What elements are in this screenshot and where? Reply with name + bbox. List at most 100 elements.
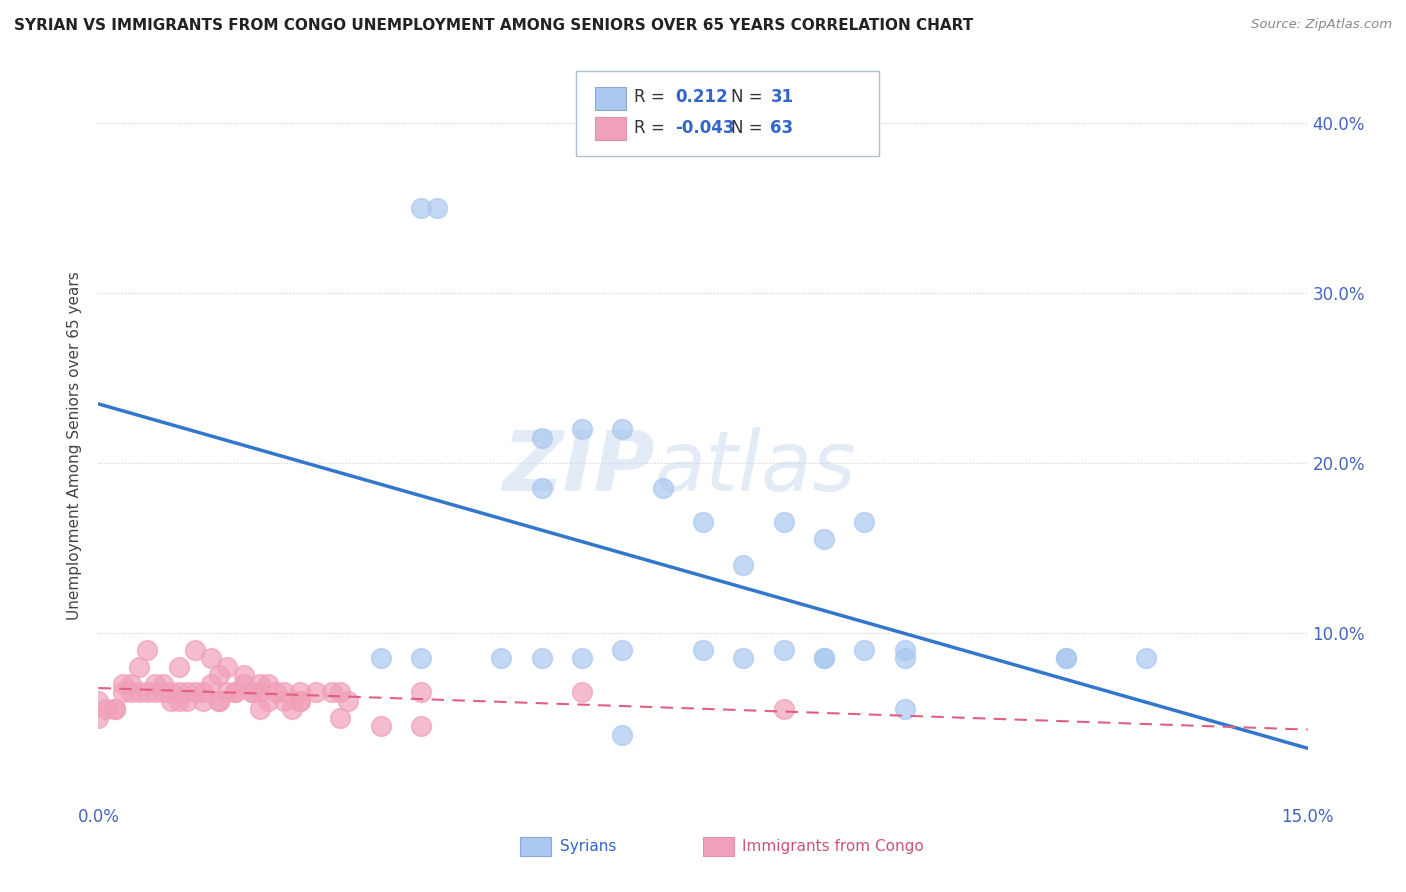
Point — [288, 694, 311, 708]
Point — [176, 685, 198, 699]
Point — [135, 643, 157, 657]
Point — [176, 694, 198, 708]
Point — [103, 702, 125, 716]
Point — [692, 516, 714, 530]
Point — [96, 702, 118, 716]
Point — [184, 685, 207, 699]
Point — [232, 668, 254, 682]
Point — [813, 651, 835, 665]
Point — [217, 660, 239, 674]
Text: atlas: atlas — [655, 427, 856, 508]
Point — [143, 677, 166, 691]
Point — [200, 677, 222, 691]
Point — [193, 694, 215, 708]
Point — [733, 558, 755, 572]
Point — [256, 677, 278, 691]
Text: ZIP: ZIP — [502, 427, 655, 508]
Point — [571, 685, 593, 699]
Text: Source: ZipAtlas.com: Source: ZipAtlas.com — [1251, 18, 1392, 31]
Point — [208, 694, 231, 708]
Point — [240, 685, 263, 699]
Point — [184, 643, 207, 657]
Point — [87, 711, 110, 725]
Point — [152, 677, 174, 691]
Point — [200, 651, 222, 665]
Point — [87, 694, 110, 708]
Point — [120, 677, 142, 691]
Text: 0.212: 0.212 — [675, 88, 727, 106]
Point — [240, 685, 263, 699]
Point — [249, 677, 271, 691]
Point — [224, 685, 246, 699]
Point — [772, 643, 794, 657]
Point — [853, 643, 876, 657]
Point — [1054, 651, 1077, 665]
Point — [128, 660, 150, 674]
Point — [813, 533, 835, 547]
Point — [1054, 651, 1077, 665]
Point — [120, 685, 142, 699]
Point — [273, 694, 295, 708]
Point — [370, 651, 392, 665]
Point — [111, 685, 134, 699]
Point — [491, 651, 513, 665]
Text: SYRIAN VS IMMIGRANTS FROM CONGO UNEMPLOYMENT AMONG SENIORS OVER 65 YEARS CORRELA: SYRIAN VS IMMIGRANTS FROM CONGO UNEMPLOY… — [14, 18, 973, 33]
Point — [409, 719, 432, 733]
Point — [160, 694, 183, 708]
Point — [143, 685, 166, 699]
Point — [329, 685, 352, 699]
Point — [409, 685, 432, 699]
Point — [208, 668, 231, 682]
Text: N =: N = — [731, 119, 768, 136]
Point — [370, 719, 392, 733]
Point — [232, 677, 254, 691]
Text: 31: 31 — [770, 88, 793, 106]
Point — [337, 694, 360, 708]
Point — [135, 685, 157, 699]
Text: R =: R = — [634, 88, 671, 106]
Point — [281, 702, 304, 716]
Point — [612, 643, 634, 657]
Point — [571, 422, 593, 436]
Point — [329, 711, 352, 725]
Point — [772, 702, 794, 716]
Point — [273, 685, 295, 699]
Point — [249, 685, 271, 699]
Point — [103, 702, 125, 716]
Point — [893, 651, 915, 665]
Text: N =: N = — [731, 88, 768, 106]
Point — [530, 482, 553, 496]
Point — [733, 651, 755, 665]
Text: Syrians: Syrians — [560, 839, 616, 854]
Point — [813, 651, 835, 665]
Point — [128, 685, 150, 699]
Point — [217, 685, 239, 699]
Point — [249, 702, 271, 716]
Point — [409, 651, 432, 665]
Point — [256, 694, 278, 708]
Y-axis label: Unemployment Among Seniors over 65 years: Unemployment Among Seniors over 65 years — [67, 272, 83, 620]
Text: R =: R = — [634, 119, 671, 136]
Point — [1135, 651, 1157, 665]
Point — [193, 685, 215, 699]
Point — [893, 643, 915, 657]
Point — [893, 702, 915, 716]
Text: -0.043: -0.043 — [675, 119, 734, 136]
Point — [167, 660, 190, 674]
Text: 63: 63 — [770, 119, 793, 136]
Point — [692, 643, 714, 657]
Point — [167, 694, 190, 708]
Point — [426, 201, 449, 215]
Point — [264, 685, 287, 699]
Point — [321, 685, 343, 699]
Point — [612, 422, 634, 436]
Point — [152, 685, 174, 699]
Point — [224, 685, 246, 699]
Point — [772, 516, 794, 530]
Point — [530, 651, 553, 665]
Point — [160, 685, 183, 699]
Point — [167, 685, 190, 699]
Point — [208, 694, 231, 708]
Point — [288, 685, 311, 699]
Point — [612, 728, 634, 742]
